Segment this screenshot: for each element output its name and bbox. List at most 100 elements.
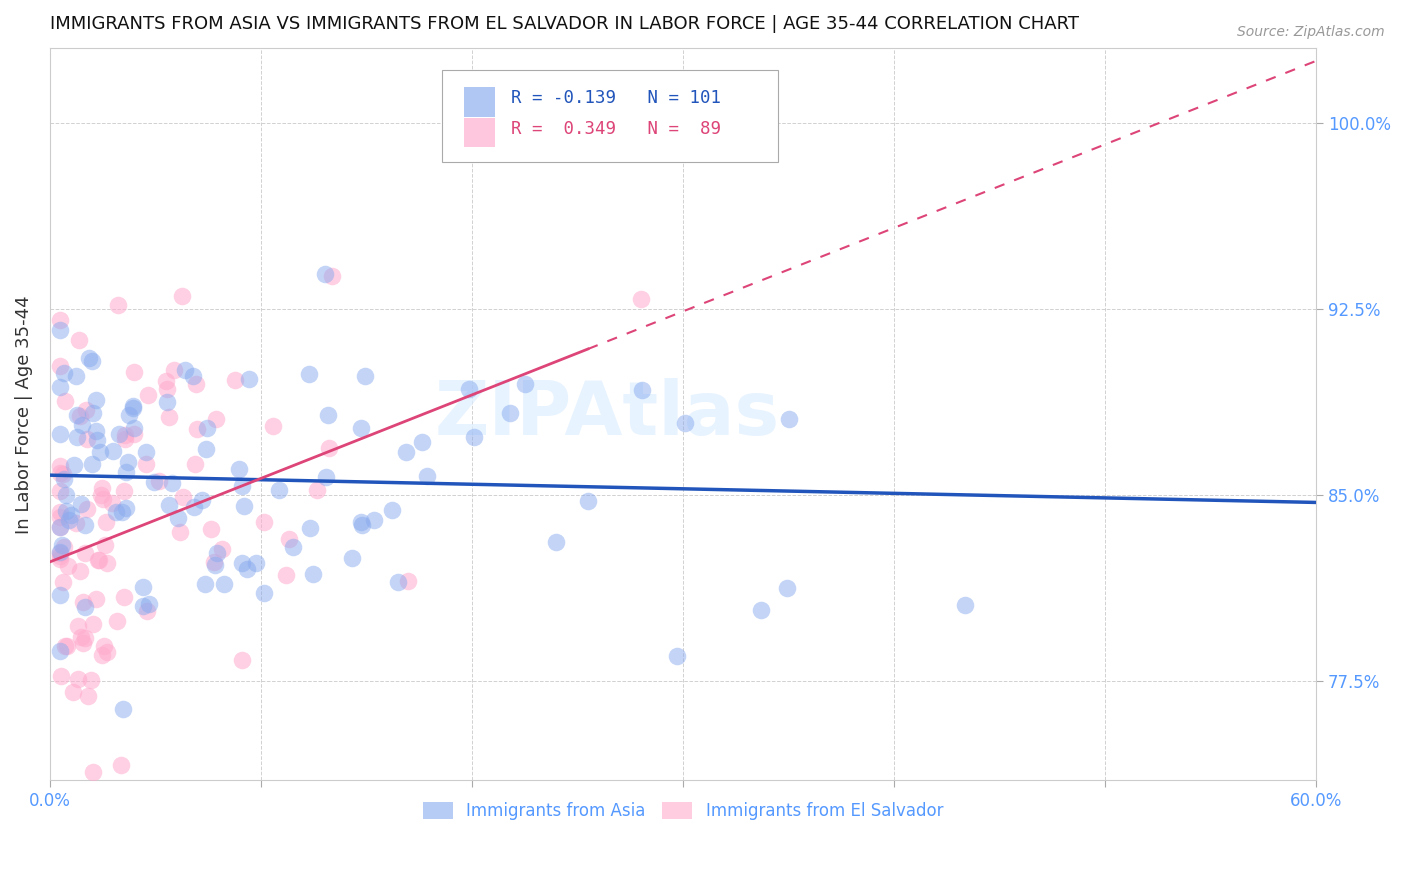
Point — [200, 522, 222, 536]
Point — [49, 552, 72, 566]
Legend: Immigrants from Asia, Immigrants from El Salvador: Immigrants from Asia, Immigrants from El… — [416, 796, 949, 827]
Point — [112, 483, 135, 498]
Point — [121, 399, 143, 413]
Point — [252, 516, 274, 530]
Point — [236, 562, 259, 576]
Point — [76, 432, 98, 446]
Point — [228, 462, 250, 476]
Point — [55, 488, 77, 502]
Point — [52, 472, 75, 486]
Point — [90, 648, 112, 662]
Point — [513, 377, 536, 392]
Point — [49, 323, 72, 337]
Point — [93, 639, 115, 653]
Point — [69, 409, 91, 423]
Point — [204, 558, 226, 572]
Point — [776, 581, 799, 595]
Point — [111, 702, 134, 716]
Point — [66, 672, 89, 686]
Point — [132, 580, 155, 594]
Point — [195, 420, 218, 434]
Point — [51, 538, 73, 552]
Point — [66, 430, 89, 444]
Point — [136, 604, 159, 618]
Point — [117, 455, 139, 469]
Point — [463, 430, 485, 444]
Point — [77, 351, 100, 366]
Point — [231, 653, 253, 667]
Point — [350, 518, 373, 533]
Point — [65, 516, 87, 530]
Point — [191, 492, 214, 507]
Point — [138, 597, 160, 611]
Point — [114, 432, 136, 446]
Point — [49, 313, 72, 327]
Point — [52, 540, 75, 554]
Point — [167, 511, 190, 525]
Point — [49, 467, 72, 481]
Point — [70, 418, 93, 433]
Point — [76, 501, 98, 516]
Point — [183, 368, 205, 383]
Point — [231, 557, 253, 571]
Point — [315, 470, 337, 484]
Point — [94, 515, 117, 529]
Point — [49, 484, 72, 499]
Point — [387, 574, 409, 589]
Point — [160, 476, 183, 491]
Point — [108, 427, 131, 442]
Point — [101, 496, 124, 510]
Point — [155, 375, 177, 389]
Point — [135, 458, 157, 472]
Point — [101, 444, 124, 458]
Point — [67, 333, 90, 347]
Point — [82, 457, 104, 471]
Text: R = -0.139   N = 101: R = -0.139 N = 101 — [510, 89, 721, 107]
Point — [49, 380, 72, 394]
Point — [53, 394, 76, 409]
Point — [90, 487, 112, 501]
Point — [70, 630, 93, 644]
Point — [267, 483, 290, 498]
Point — [458, 382, 481, 396]
Point — [72, 595, 94, 609]
Text: R =  0.349   N =  89: R = 0.349 N = 89 — [510, 120, 721, 138]
Point — [49, 427, 72, 442]
Point — [396, 574, 419, 588]
Point — [350, 516, 373, 530]
Point — [80, 354, 103, 368]
Point — [49, 546, 72, 560]
Point — [416, 469, 439, 483]
Point — [630, 292, 652, 306]
Point — [49, 588, 72, 602]
Point — [204, 412, 226, 426]
Point — [298, 367, 321, 381]
Point — [96, 557, 118, 571]
Point — [232, 499, 254, 513]
Point — [82, 406, 104, 420]
Point — [186, 377, 208, 392]
Point — [111, 505, 134, 519]
Point — [546, 534, 568, 549]
Text: Source: ZipAtlas.com: Source: ZipAtlas.com — [1237, 25, 1385, 39]
Point — [157, 409, 180, 424]
Point — [169, 525, 191, 540]
Point — [316, 408, 339, 422]
Y-axis label: In Labor Force | Age 35-44: In Labor Force | Age 35-44 — [15, 295, 32, 533]
Point — [172, 491, 194, 505]
Point — [302, 566, 325, 581]
Point — [298, 521, 321, 535]
Point — [75, 403, 97, 417]
FancyBboxPatch shape — [443, 70, 778, 161]
Point — [49, 359, 72, 373]
Point — [363, 513, 385, 527]
Point — [84, 392, 107, 407]
Point — [173, 363, 195, 377]
Point — [87, 553, 110, 567]
Point — [56, 640, 79, 654]
Point — [135, 445, 157, 459]
Point — [69, 564, 91, 578]
Point — [212, 576, 235, 591]
Point — [80, 673, 103, 687]
Point — [96, 645, 118, 659]
